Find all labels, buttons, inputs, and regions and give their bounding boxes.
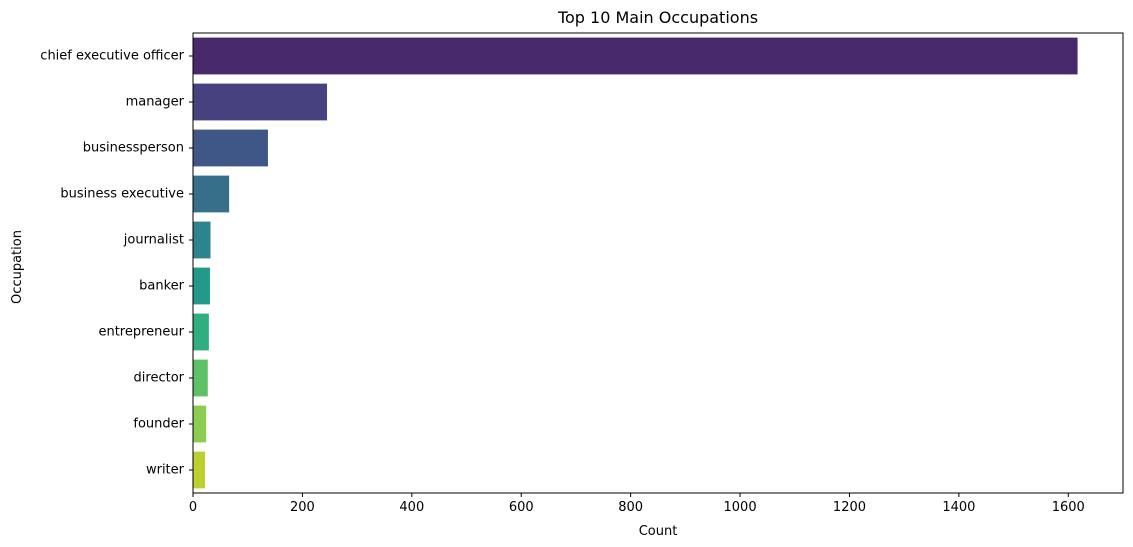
x-tick-label: 600 <box>509 500 534 515</box>
y-axis-ticks: chief executive officer manager businesspe… <box>40 49 193 478</box>
bar-manager <box>193 83 328 121</box>
plot-frame <box>192 32 1124 494</box>
bar-banker <box>193 267 210 305</box>
y-tick-label: journalist <box>123 233 184 248</box>
bar-journalist <box>193 221 211 259</box>
y-tick-label: business executive <box>60 187 184 202</box>
bar-chief-executive-officer <box>193 37 1078 75</box>
y-tick-label: writer <box>146 463 185 478</box>
x-tick-label: 400 <box>399 500 424 515</box>
bar-entrepreneur <box>193 313 209 351</box>
y-tick-label: banker <box>139 279 185 294</box>
y-tick-label: chief executive officer <box>40 49 184 64</box>
x-tick-label: 1600 <box>1052 500 1085 515</box>
bars-layer <box>193 37 1078 489</box>
y-tick-label: founder <box>133 417 184 432</box>
x-tick-label: 1000 <box>724 500 757 515</box>
y-tick-label: entrepreneur <box>98 325 184 340</box>
bar-writer <box>193 451 206 489</box>
x-tick-label: 800 <box>618 500 643 515</box>
chart-title: Top 10 Main Occupations <box>557 8 758 27</box>
x-axis-ticks: 0 200 400 600 800 1000 1200 1400 1600 <box>189 493 1085 515</box>
x-tick-label: 0 <box>189 500 197 515</box>
bar-director <box>193 359 208 397</box>
y-tick-label: director <box>134 371 185 386</box>
bar-business-executive <box>193 175 230 213</box>
y-tick-label: manager <box>126 95 185 110</box>
x-tick-label: 1200 <box>833 500 866 515</box>
x-axis-label: Count <box>639 524 678 539</box>
bar-founder <box>193 405 207 443</box>
bar-businessperson <box>193 129 268 167</box>
y-axis-label: Occupation <box>10 230 25 304</box>
y-tick-label: businessperson <box>83 141 184 156</box>
x-tick-label: 200 <box>290 500 315 515</box>
x-tick-label: 1400 <box>942 500 975 515</box>
